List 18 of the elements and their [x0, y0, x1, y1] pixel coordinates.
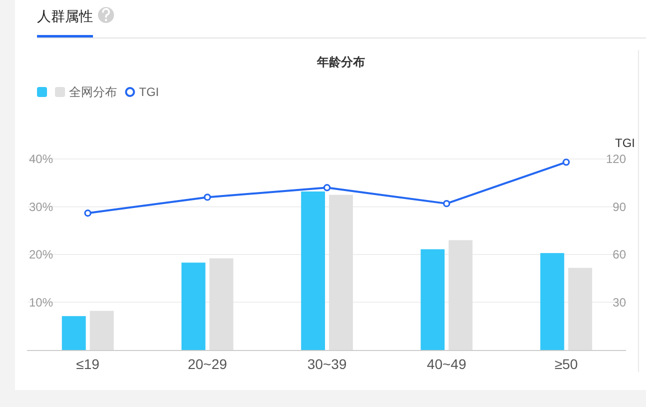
ytick: 30% — [28, 200, 53, 214]
legend-label: TGI — [139, 85, 159, 99]
y2tick: 90 — [612, 200, 626, 214]
y2tick: 120 — [606, 152, 626, 166]
subtitle: 年龄分布 — [317, 55, 365, 69]
xtick: 40~49 — [426, 356, 466, 372]
title: 人群属性 — [37, 8, 93, 24]
legend-label: 全网分布 — [69, 85, 117, 99]
xtick: ≥50 — [554, 356, 578, 372]
y2tick: 60 — [612, 248, 626, 262]
xtick: 30~39 — [307, 356, 347, 372]
ytick: 40% — [28, 152, 53, 166]
y2tick: 30 — [612, 295, 626, 310]
ytick: 20% — [28, 248, 53, 262]
xtick: ≤19 — [76, 356, 100, 372]
xtick: 20~29 — [188, 356, 228, 372]
y2label: TGI — [615, 136, 635, 150]
ytick: 10% — [28, 295, 53, 310]
